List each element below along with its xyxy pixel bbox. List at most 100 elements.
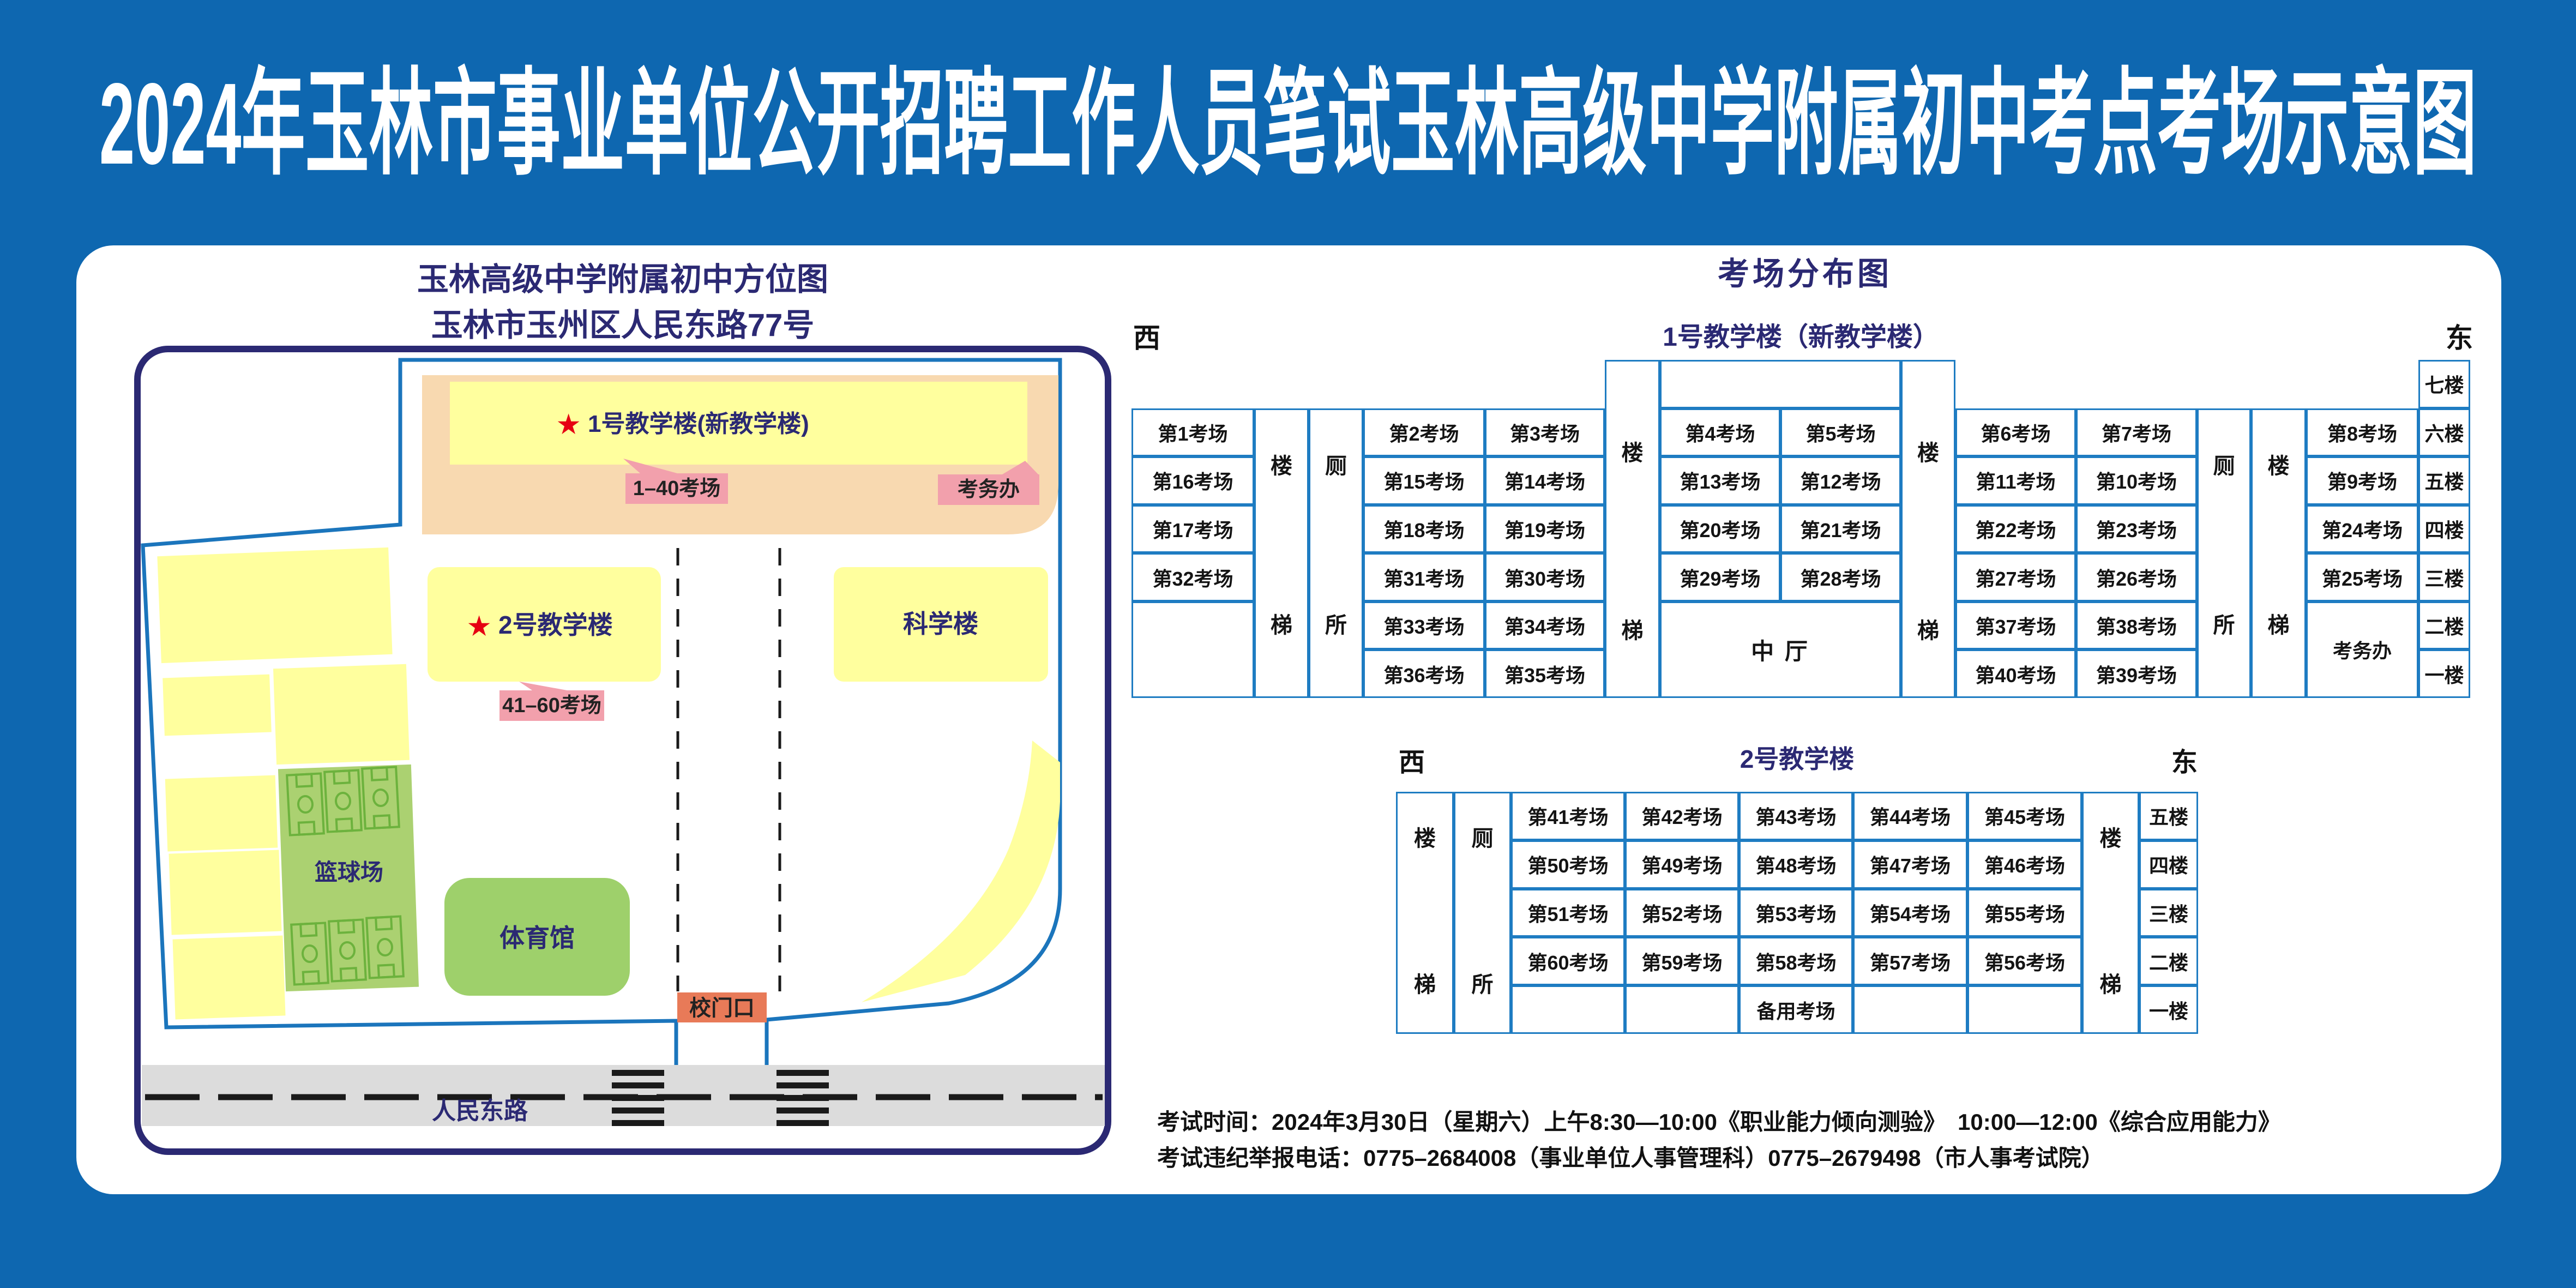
map-title-line2: 玉林市玉州区人民东路77号 <box>431 308 815 343</box>
room-cell: 第44考场 <box>1853 792 1967 840</box>
room-cell: 第12考场 <box>1780 456 1901 505</box>
stair-char: 楼 <box>1621 441 1644 465</box>
star-icon: ★ <box>557 410 580 438</box>
stair-cell: 楼 梯 <box>1605 360 1660 698</box>
toilet-char: 所 <box>1471 973 1494 997</box>
west-building <box>172 935 286 1020</box>
stair-char: 梯 <box>1414 973 1436 997</box>
gym-label: 体育馆 <box>499 924 575 952</box>
room-cell: 第58考场 <box>1739 937 1853 986</box>
room-cell: 第3考场 <box>1485 408 1605 457</box>
room-cell: 第28考场 <box>1780 553 1901 601</box>
room-cell: 第35考场 <box>1485 649 1605 698</box>
floor-cell: 七楼 <box>2418 360 2470 408</box>
room-cell: 第38考场 <box>2076 601 2197 650</box>
west-building <box>273 664 410 765</box>
room-cell: 第39考场 <box>2076 649 2197 698</box>
building2-table-title: 2号教学楼 <box>1740 745 1855 773</box>
floor-cell: 四楼 <box>2139 840 2198 889</box>
room-cell: 第16考场 <box>1131 456 1254 505</box>
building1-table: 楼 梯 楼 梯 七楼 第1考场 第16考场 第17考场 第32考场 楼 梯 厕 … <box>1131 360 2470 698</box>
callout-rooms-1-40-label: 1–40考场 <box>633 477 721 500</box>
building2-table: 楼 梯 厕 所 第41考场 第42考场 第43考场 第44考场 第45考场 第5… <box>1396 792 2198 1034</box>
room-cell: 第25考场 <box>2306 553 2418 601</box>
room-cell: 第20考场 <box>1660 504 1780 553</box>
room-cell: 第14考场 <box>1485 456 1605 505</box>
floor-cell: 三楼 <box>2139 888 2198 937</box>
toilet-char: 厕 <box>2213 454 2235 478</box>
west-building <box>162 674 272 736</box>
callout-pointer <box>519 682 567 690</box>
basketball-court-icon <box>361 766 400 830</box>
footer-line-2: 考试违纪举报电话：0775–2684008（事业单位人事管理科）0775–267… <box>1157 1145 2104 1171</box>
stair-cell: 楼 梯 <box>1396 792 1454 1034</box>
room-cell: 第49考场 <box>1625 840 1739 889</box>
callout-pointer <box>1002 461 1038 474</box>
room-cell: 第31考场 <box>1363 553 1485 601</box>
floor-cell: 一楼 <box>2139 985 2198 1034</box>
toilet-char: 厕 <box>1471 827 1494 851</box>
room-cell: 第13考场 <box>1660 456 1780 505</box>
room-cell: 第51考场 <box>1511 888 1625 937</box>
stair-char: 梯 <box>1621 618 1644 643</box>
floor-cell: 四楼 <box>2418 504 2470 553</box>
stair-char: 楼 <box>1917 441 1939 465</box>
west-label: 西 <box>1133 323 1160 353</box>
empty-cell <box>1131 601 1254 698</box>
toilet-char: 所 <box>2213 613 2235 637</box>
floor-cell: 五楼 <box>2418 456 2470 505</box>
stair-cell: 楼 梯 <box>1901 360 1955 698</box>
room-cell: 第53考场 <box>1739 888 1853 937</box>
stair-char: 梯 <box>1271 613 1292 637</box>
stair-cell: 楼 梯 <box>1254 408 1309 698</box>
gym-block <box>444 878 630 996</box>
room-cell: 第46考场 <box>1967 840 2082 889</box>
east-label: 东 <box>2171 748 2198 777</box>
callout-rooms-41-60 <box>499 690 604 721</box>
floor-cell: 三楼 <box>2418 553 2470 601</box>
west-building <box>165 775 278 852</box>
basketball-label: 篮球场 <box>315 859 383 885</box>
room-cell: 第37考场 <box>1955 601 2076 650</box>
room-cell: 第60考场 <box>1511 937 1625 986</box>
floor-cell: 二楼 <box>2139 937 2198 986</box>
stair-cell: 楼 梯 <box>2251 408 2306 698</box>
room-cell: 第30考场 <box>1485 553 1605 601</box>
toilet-cell: 厕 所 <box>2197 408 2251 698</box>
room-cell: 第5考场 <box>1780 408 1901 457</box>
room-cell: 第9考场 <box>2306 456 2418 505</box>
room-cell: 第47考场 <box>1853 840 1967 889</box>
room-cell: 第26考场 <box>2076 553 2197 601</box>
stair-char: 楼 <box>1414 827 1436 851</box>
room-cell: 第4考场 <box>1660 408 1780 457</box>
gate-label: 校门口 <box>689 996 755 1020</box>
banner: 2024年玉林市事业单位公开招聘工作人员笔试玉林高级中学附属初中考点考场示意图 <box>99 59 2477 188</box>
room-cell: 第19考场 <box>1485 504 1605 553</box>
callout-pointer <box>623 459 677 473</box>
science-building-label: 科学楼 <box>903 610 978 638</box>
map-title-line1: 玉林高级中学附属初中方位图 <box>417 262 828 297</box>
office-cell: 考务办 <box>2306 601 2418 698</box>
stair-cell: 楼 梯 <box>2082 792 2139 1034</box>
empty-cell <box>1967 985 2082 1034</box>
garden-crescent <box>862 741 1060 1002</box>
room-cell: 第15考场 <box>1363 456 1485 505</box>
room-cell: 第22考场 <box>1955 504 2076 553</box>
room-cell: 第2考场 <box>1363 408 1485 457</box>
floor-cell: 六楼 <box>2418 408 2470 457</box>
room-cell: 第17考场 <box>1131 504 1254 553</box>
stair-char: 楼 <box>2099 827 2122 851</box>
basketball-court-icon <box>290 922 329 986</box>
room-cell: 第45考场 <box>1967 792 2082 840</box>
east-label: 东 <box>2446 323 2473 353</box>
room-cell: 第33考场 <box>1363 601 1485 650</box>
west-building <box>157 547 393 664</box>
room-cell: 第1考场 <box>1131 408 1254 457</box>
empty-cell <box>1511 985 1625 1034</box>
distribution-title: 考场分布图 <box>1717 256 1892 292</box>
room-cell: 第27考场 <box>1955 553 2076 601</box>
west-building <box>168 850 282 935</box>
backup-room-cell: 备用考场 <box>1739 985 1853 1034</box>
room-cell: 第59考场 <box>1625 937 1739 986</box>
